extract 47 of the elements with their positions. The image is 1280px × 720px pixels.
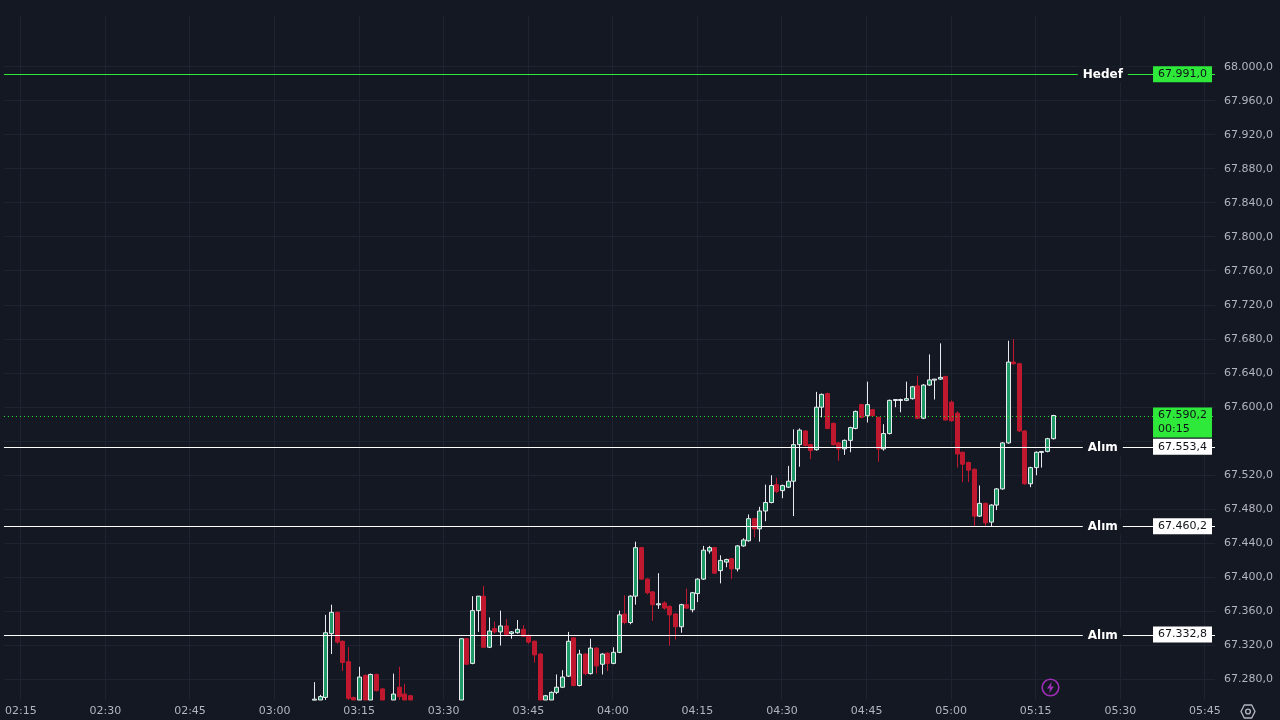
ref-line-label: Alım [1087,439,1118,454]
candlestick [915,375,920,420]
x-tick-label: 03:45 [512,704,545,718]
y-tick-label: 67.600,0 [1224,400,1273,414]
x-tick-label: 04:15 [681,704,714,718]
x-tick-label: 05:00 [935,704,967,718]
x-tick-label: 03:30 [427,704,460,718]
annotation: 67.991,0 [1158,67,1207,81]
x-tick-label: 04:00 [597,704,629,718]
x-tick-label: 05:15 [1019,704,1052,718]
ref-line-label: Alım [1087,627,1118,642]
y-tick-label: 67.440,0 [1224,536,1273,550]
x-tick-label: 02:30 [89,704,122,718]
annotation: 67.332,8 [1158,627,1207,641]
y-tick-label: 68.000,0 [1224,59,1273,73]
annotation: 67.553,4 [1158,439,1207,453]
x-tick-label: 02:45 [174,704,206,718]
y-tick-label: 67.680,0 [1224,331,1273,345]
x-tick-label: 04:45 [850,704,883,718]
x-tick-label: 03:15 [343,704,375,718]
x-tick-label: 05:45 [1189,704,1221,718]
y-tick-label: 67.520,0 [1224,468,1273,482]
y-tick-label: 67.360,0 [1224,604,1273,618]
y-tick-label: 67.640,0 [1224,365,1273,379]
y-tick-label: 67.280,0 [1224,672,1273,686]
candlestick [712,546,717,575]
ref-line-label: Alım [1087,518,1118,533]
x-tick-label: 02:15 [5,704,37,718]
ref-line-label: Hedef [1082,66,1124,81]
y-tick-label: 67.880,0 [1224,161,1273,175]
x-tick-label: 04:30 [766,704,798,718]
annotation: 67.460,2 [1158,519,1207,533]
y-tick-label: 67.320,0 [1224,638,1273,652]
y-tick-label: 67.480,0 [1224,502,1273,516]
y-tick-label: 67.760,0 [1224,263,1273,277]
x-tick-label: 03:00 [258,704,291,718]
y-tick-label: 67.920,0 [1224,127,1273,141]
candlestick [684,587,689,610]
candlestick [464,637,469,665]
y-tick-label: 67.720,0 [1224,297,1273,311]
annotation: 67.590,2 [1158,408,1207,422]
y-tick-label: 67.800,0 [1224,229,1273,243]
y-tick-label: 67.960,0 [1224,93,1273,107]
annotation: 00:15 [1158,422,1190,436]
x-tick-label: 05:30 [1104,704,1137,718]
y-tick-label: 67.840,0 [1224,195,1273,209]
y-tick-label: 67.400,0 [1224,570,1273,584]
